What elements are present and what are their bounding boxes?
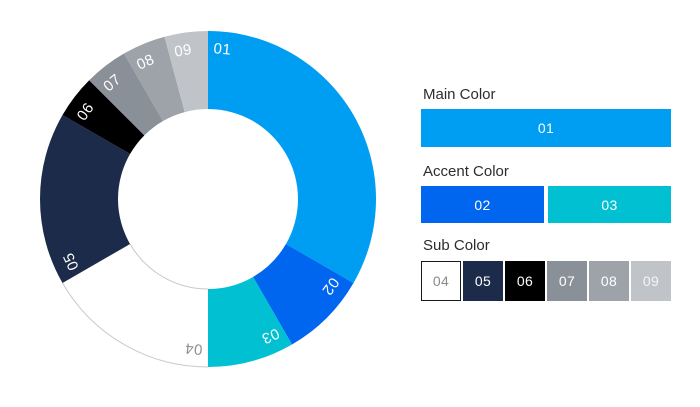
legend-section-title-accent: Accent Color bbox=[423, 163, 509, 180]
donut-segment-label-05: 05 bbox=[60, 250, 83, 273]
legend-row-main: 01 bbox=[421, 109, 671, 147]
donut-segment-label-08: 08 bbox=[134, 51, 157, 74]
donut-segment-label-03: 03 bbox=[259, 324, 282, 347]
legend-row-sub: 04 05 06 07 08 09 bbox=[421, 261, 671, 301]
donut-segment-label-04: 04 bbox=[184, 339, 203, 358]
legend-swatch-07: 07 bbox=[547, 261, 587, 301]
legend-swatch-04: 04 bbox=[421, 261, 461, 301]
legend-swatch-05: 05 bbox=[463, 261, 503, 301]
legend-swatch-03: 03 bbox=[548, 186, 671, 223]
legend-panel: Main Color 01 Accent Color 02 03 Sub Colo… bbox=[421, 0, 671, 407]
legend-swatch-01: 01 bbox=[421, 109, 671, 147]
donut-segment-06 bbox=[62, 80, 145, 154]
legend-row-accent: 02 03 bbox=[421, 186, 671, 223]
donut-segment-08 bbox=[124, 36, 185, 122]
legend-swatch-09: 09 bbox=[631, 261, 671, 301]
donut-segment-label-01: 01 bbox=[213, 40, 232, 59]
legend-swatch-02: 02 bbox=[421, 186, 544, 223]
legend-swatch-08: 08 bbox=[589, 261, 629, 301]
donut-segment-02 bbox=[253, 244, 354, 345]
donut-segment-outline-04 bbox=[62, 243, 209, 368]
legend-section-title-main: Main Color bbox=[423, 86, 496, 103]
donut-segment-09 bbox=[164, 31, 208, 113]
donut-segment-label-09: 09 bbox=[173, 41, 193, 61]
donut-segment-04 bbox=[62, 244, 208, 367]
donut-segment-03 bbox=[208, 276, 292, 367]
legend-section-title-sub: Sub Color bbox=[423, 237, 490, 254]
donut-segment-07 bbox=[89, 53, 163, 136]
legend-swatch-06: 06 bbox=[505, 261, 545, 301]
donut-segment-01 bbox=[208, 31, 376, 283]
donut-segment-05 bbox=[40, 115, 131, 283]
